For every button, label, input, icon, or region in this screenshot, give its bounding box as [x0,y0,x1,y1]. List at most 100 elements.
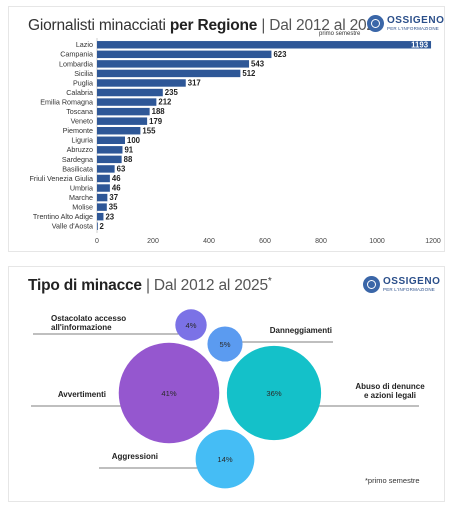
value-label: 35 [109,203,118,212]
value-label: 88 [124,155,133,164]
value-label: 100 [127,136,141,145]
ossigeno-logo-icon [367,15,384,32]
bubble-category-label: Avvertimenti [58,390,106,399]
bubble-1 [207,326,243,362]
bubble-chart: 4% 5% 41% 36% 14% Ostacolato accessoall'infor… [31,309,425,489]
bubble-category-label: Aggressioni [112,452,158,461]
threat-type-card: Tipo di minacce | Dal 2012 al 2025* OSSI… [8,266,445,502]
brand-tagline: PER L'INFORMAZIONE [383,286,435,292]
category-label: Abruzzo [67,145,93,154]
bar-1 [97,50,272,59]
x-tick-label: 400 [203,238,215,245]
x-tick-label: 0 [95,238,99,245]
bubble-category-label: Danneggiamenti [270,326,332,335]
brand-name: OSSIGENO [387,14,445,26]
bar-11 [97,146,123,154]
bar-18 [97,212,104,221]
bar-4 [97,79,186,87]
category-label: Friuli Venezia Giulia [29,174,93,183]
bar-2 [97,60,250,68]
bar-0 [97,41,432,49]
category-label: Sicilia [74,69,93,78]
value-label: 235 [165,88,179,97]
bubble-category-label: Ostacolato accesso [51,314,126,323]
semester-note: primo semestre [319,31,361,37]
bubble-2 [118,342,220,444]
bubble-0 [175,309,207,341]
category-label: Piemonte [63,126,93,135]
bar-8 [97,117,148,125]
category-label: Valle d'Aosta [52,222,93,231]
bubble-value-label: 4% [186,321,197,330]
bar-19 [97,222,98,230]
bubble-value-label: 5% [220,340,231,349]
bar-3 [97,69,241,78]
bar-chart: Lazio 1193 Campania 623 Lombardia 543 Sicilia 5… [29,38,441,245]
region-chart-card: Giornalisti minacciati per Regione | Dal… [8,6,445,252]
value-label: 512 [242,69,256,78]
value-label: 63 [117,165,126,174]
category-label: Trentino Alto Adige [33,212,93,221]
value-label: 179 [149,117,163,126]
bubble-category-label: all'informazione [51,323,112,332]
category-label: Calabria [66,88,93,97]
category-label: Umbria [70,183,93,192]
brand-logo: OSSIGENO PER L'INFORMAZIONE [363,276,440,293]
bubble-value-label: 41% [161,389,176,398]
value-label: 2 [100,222,105,231]
region-chart-title: Giornalisti minacciati per Regione | Dal… [28,17,383,35]
x-tick-label: 1000 [369,238,385,245]
x-tick-label: 800 [315,238,327,245]
category-label: Campania [60,50,93,59]
value-label: 46 [112,184,121,193]
category-label: Marche [69,193,93,202]
bubble-category-label: e azioni legali [364,391,416,400]
value-label: 623 [273,50,287,59]
value-label: 188 [152,107,166,116]
category-label: Veneto [71,117,93,126]
bubble-category-label: Abuso di denunce [355,382,425,391]
footnote: *primo semestre [365,476,420,485]
category-label: Molise [72,203,93,212]
value-label: 543 [251,59,265,68]
category-label: Basilicata [62,164,93,173]
value-label: 155 [142,126,156,135]
value-label: 23 [105,212,114,221]
x-tick-label: 200 [147,238,159,245]
title-asterisk: * [267,276,272,287]
bar-10 [97,136,125,144]
brand-logo: OSSIGENO PER L'INFORMAZIONE [367,15,444,32]
bubble-value-label: 36% [266,389,281,398]
category-label: Lazio [76,40,93,49]
value-label: 212 [158,98,172,107]
brand-tagline: PER L'INFORMAZIONE [387,25,439,31]
title-part-suffix: | Dal 2012 al 2025 [257,17,384,34]
ossigeno-logo-icon [363,276,380,293]
bar-16 [97,193,108,202]
title-part-bold: per Regione [169,17,258,34]
bar-6 [97,98,157,106]
bubble-4 [195,429,255,489]
title-part-suffix: | Dal 2012 al 2025 [141,277,268,295]
threat-chart-title: Tipo di minacce | Dal 2012 al 2025* [28,276,272,295]
category-label: Lombardia [59,59,93,68]
category-label: Puglia [73,78,93,87]
bar-12 [97,155,122,164]
brand-name: OSSIGENO [383,275,441,287]
x-tick-label: 1200 [425,238,441,245]
bar-15 [97,184,110,192]
bar-7 [97,107,150,116]
bar-17 [97,203,107,211]
category-label: Sardegna [62,155,93,164]
bubble-3 [226,345,322,441]
value-label: 1193 [411,40,429,49]
bubble-value-label: 14% [217,455,232,464]
x-tick-label: 600 [259,238,271,245]
title-part-bold: Tipo di minacce [28,277,142,295]
bar-13 [97,165,115,173]
value-label: 37 [109,193,118,202]
bar-5 [97,88,163,97]
bar-9 [97,127,141,135]
category-label: Toscana [66,107,93,116]
